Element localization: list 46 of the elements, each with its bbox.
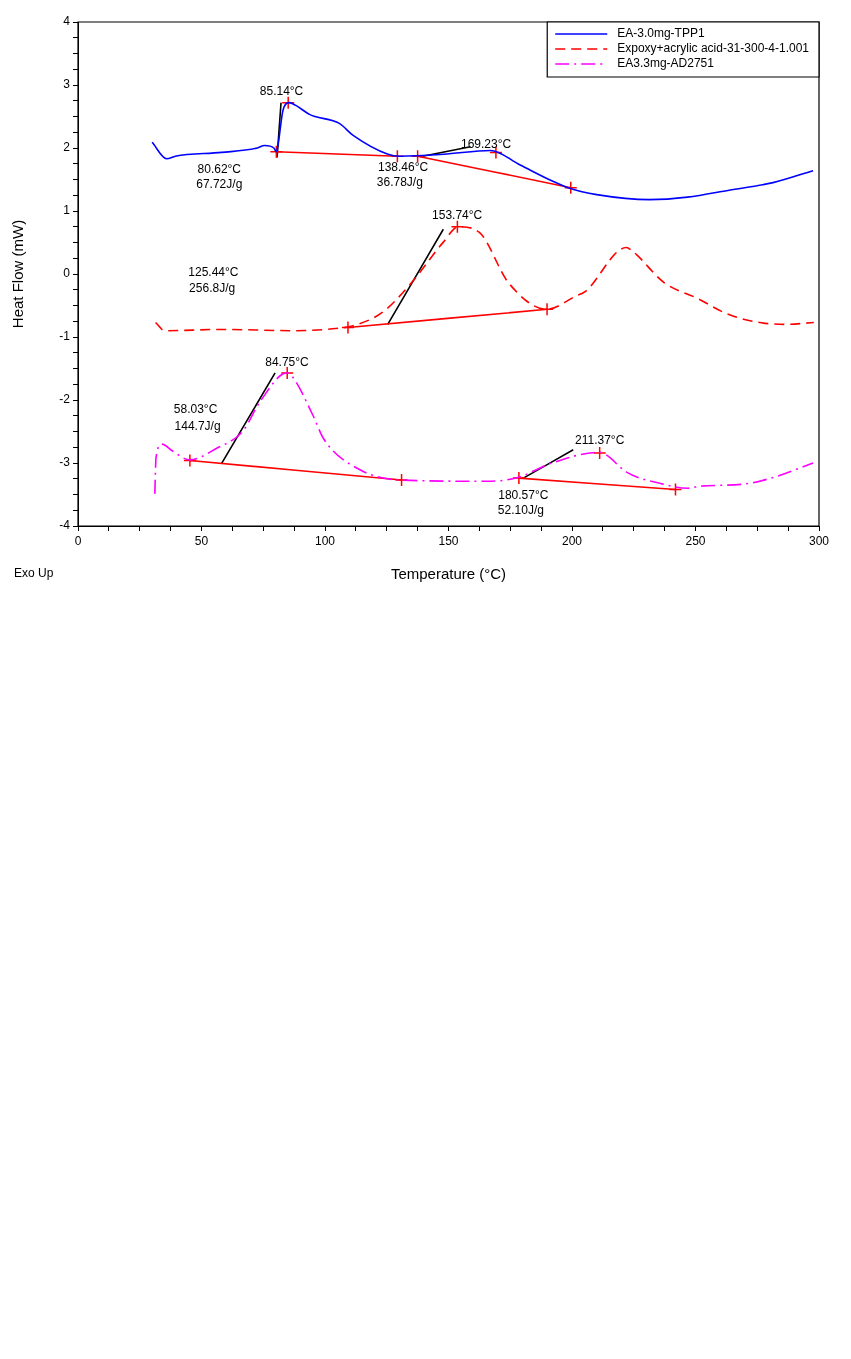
y-axis-title: Heat Flow (mW) — [9, 219, 27, 329]
annotation: 256.8J/g — [189, 281, 236, 296]
annotation: 211.37°C — [575, 432, 625, 447]
y-tick-label: -3 — [59, 455, 71, 470]
annotation: 125.44°C — [188, 265, 239, 280]
x-tick-label: 150 — [438, 533, 459, 548]
point — [281, 95, 295, 110]
text: Exo Up — [14, 566, 54, 581]
annotation: 180.57°C — [498, 488, 549, 503]
y-tick-label: 3 — [63, 77, 71, 92]
y-tick-label: -4 — [59, 518, 71, 533]
x-tick-label: 200 — [561, 533, 583, 548]
legend-label: EA-3.0mg-TPP1 — [617, 26, 705, 41]
annotation: 138.46°C — [377, 159, 429, 174]
annotation: 36.78J/g — [376, 174, 423, 189]
annotation: 153.74°C — [432, 207, 483, 222]
y-tick-label: 1 — [63, 203, 71, 218]
y-tick-label: 2 — [63, 140, 71, 155]
annotation: 84.75°C — [265, 354, 310, 369]
annotation: 169.23°C — [460, 136, 512, 151]
point — [341, 320, 355, 335]
y-tick-label: -2 — [59, 392, 71, 407]
x-tick-label: 50 — [194, 533, 209, 548]
x-tick-label: 250 — [685, 533, 706, 548]
x-tick-label: 100 — [314, 533, 336, 548]
y-tick-label: 4 — [63, 14, 71, 29]
y-tick-label: 0 — [63, 266, 71, 281]
point — [280, 366, 294, 380]
point — [592, 446, 607, 460]
annotation: 80.62°C — [197, 161, 242, 176]
point — [183, 453, 197, 468]
legend-label: Expoxy+acrylic acid-31-300-4-1.001 — [617, 41, 810, 56]
point — [450, 220, 465, 234]
point — [269, 145, 284, 159]
x-tick-label: 300 — [808, 533, 830, 548]
annotation: 144.7J/g — [174, 418, 221, 433]
annotation: 52.10J/g — [497, 503, 544, 518]
legend-label: EA3.3mg-AD2751 — [617, 56, 715, 71]
x-axis-title: Temperature (°C) — [390, 565, 507, 583]
y-tick-label: -1 — [59, 329, 71, 344]
annotation: 67.72J/g — [196, 176, 243, 191]
point — [668, 482, 683, 497]
line-series — [151, 101, 814, 201]
annotation: 85.14°C — [259, 83, 304, 98]
x-tick-label: 0 — [74, 533, 82, 548]
annotation: 58.03°C — [173, 402, 218, 417]
